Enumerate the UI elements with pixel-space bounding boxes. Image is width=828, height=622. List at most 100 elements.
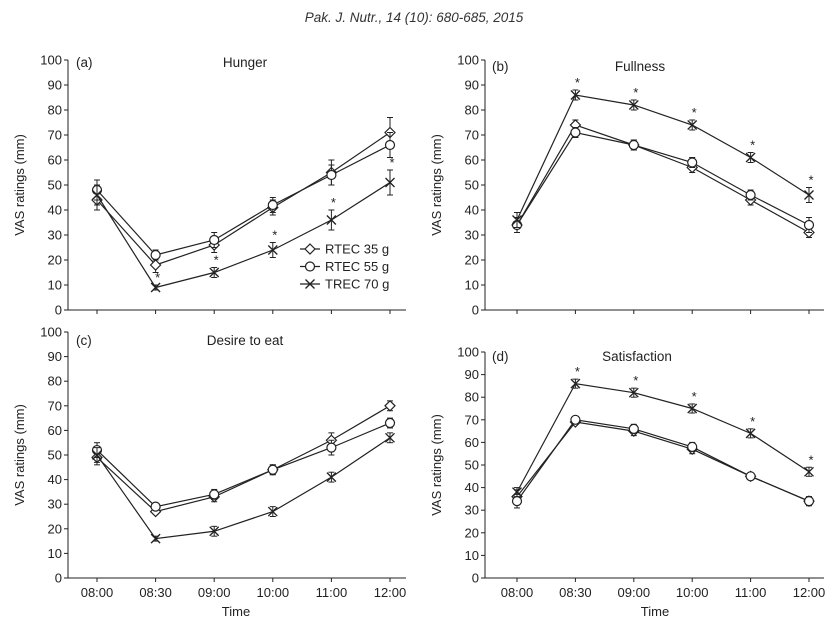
x-axis-label: Time bbox=[222, 604, 250, 619]
x-tick-label: 11:00 bbox=[735, 585, 767, 600]
data-point bbox=[803, 496, 815, 507]
panel-title: Satisfaction bbox=[602, 349, 672, 364]
y-tick-label: 0 bbox=[472, 303, 479, 318]
data-point bbox=[628, 387, 639, 398]
data-point bbox=[326, 215, 337, 225]
y-tick-label: 70 bbox=[48, 128, 62, 143]
y-tick-label: 80 bbox=[48, 103, 62, 118]
citation-header: Pak. J. Nutr., 14 (10): 680-685, 2015 bbox=[305, 10, 524, 25]
y-tick-label: 50 bbox=[465, 178, 479, 193]
y-tick-label: 90 bbox=[48, 349, 62, 364]
y-tick-label: 30 bbox=[48, 228, 62, 243]
series-line bbox=[516, 421, 810, 502]
series-x bbox=[512, 378, 814, 498]
series-circle bbox=[511, 127, 815, 233]
y-tick-label: 100 bbox=[457, 53, 479, 68]
data-point bbox=[804, 190, 814, 200]
data-point bbox=[267, 245, 278, 255]
significance-marker: * bbox=[214, 253, 219, 268]
data-point bbox=[384, 399, 396, 412]
legend-label: RTEC 55 g bbox=[325, 259, 389, 274]
series-diamond bbox=[511, 416, 815, 508]
data-point bbox=[745, 428, 756, 439]
significance-marker: * bbox=[808, 452, 813, 467]
y-tick-label: 10 bbox=[465, 278, 479, 293]
data-point bbox=[92, 190, 102, 200]
x-axis-label: Time bbox=[641, 604, 669, 619]
series-line bbox=[516, 131, 810, 226]
legend-label: TREC 70 g bbox=[325, 277, 389, 292]
x-tick-label: 09:00 bbox=[618, 585, 651, 600]
data-point bbox=[209, 526, 220, 537]
y-tick-label: 80 bbox=[48, 374, 62, 389]
data-point bbox=[745, 152, 756, 163]
significance-marker: * bbox=[692, 105, 697, 120]
data-point bbox=[149, 259, 162, 271]
x-tick-label: 11:00 bbox=[316, 585, 348, 600]
panel-title: Fullness bbox=[615, 59, 666, 74]
y-tick-label: 100 bbox=[40, 53, 62, 68]
y-axis-label: VAS ratings (mm) bbox=[429, 134, 444, 236]
data-point bbox=[209, 234, 220, 246]
data-point bbox=[570, 90, 581, 100]
y-tick-label: 80 bbox=[465, 390, 479, 405]
data-point bbox=[570, 127, 581, 138]
data-point bbox=[209, 267, 220, 278]
y-tick-label: 70 bbox=[48, 398, 62, 413]
y-tick-label: 100 bbox=[457, 345, 479, 360]
y-axis-label: VAS ratings (mm) bbox=[12, 404, 27, 506]
data-point bbox=[326, 472, 337, 483]
y-axis-label: VAS ratings (mm) bbox=[429, 414, 444, 516]
y-tick-label: 30 bbox=[48, 497, 62, 512]
series-line bbox=[96, 437, 391, 540]
significance-marker: * bbox=[692, 389, 697, 404]
data-point bbox=[150, 501, 161, 512]
x-tick-label: 08:30 bbox=[139, 585, 172, 600]
series-line bbox=[96, 181, 391, 289]
significance-marker: * bbox=[389, 155, 394, 170]
x-marker-stroke bbox=[745, 428, 756, 439]
panel-a: (a) Hunger VAS ratings (mm) 0 10 20 30 40 50 6… bbox=[12, 53, 406, 318]
data-point bbox=[745, 471, 756, 482]
series-line bbox=[96, 144, 391, 256]
x-tick-label: 08:00 bbox=[501, 585, 534, 600]
significance-marker: * bbox=[750, 414, 755, 429]
data-point bbox=[326, 169, 337, 181]
y-tick-label: 10 bbox=[465, 548, 479, 563]
x-marker-stroke bbox=[209, 526, 220, 537]
y-tick-label: 20 bbox=[465, 525, 479, 540]
x-marker-stroke bbox=[92, 450, 102, 460]
series-diamond bbox=[511, 119, 815, 239]
y-tick-label: 0 bbox=[55, 303, 62, 318]
y-tick-label: 60 bbox=[465, 435, 479, 450]
series-line bbox=[516, 419, 810, 502]
x-marker-stroke bbox=[628, 100, 639, 110]
y-tick-label: 30 bbox=[465, 228, 479, 243]
y-tick-label: 10 bbox=[48, 278, 62, 293]
data-point bbox=[511, 496, 523, 507]
data-point bbox=[512, 215, 522, 225]
legend-item: RTEC 35 g bbox=[300, 242, 389, 257]
x-tick-label: 08:30 bbox=[559, 585, 592, 600]
series-line bbox=[516, 124, 810, 234]
y-tick-label: 100 bbox=[40, 325, 62, 340]
y-tick-label: 60 bbox=[48, 153, 62, 168]
y-tick-label: 50 bbox=[465, 458, 479, 473]
series-x bbox=[92, 169, 395, 293]
y-tick-label: 30 bbox=[465, 503, 479, 518]
x-marker-stroke bbox=[687, 403, 698, 414]
data-point bbox=[628, 423, 639, 434]
significance-marker: * bbox=[155, 270, 160, 285]
x-marker-stroke bbox=[745, 152, 756, 163]
plot-area: 0 10 20 30 40 50 60 70 80 90 100 * * * * * bbox=[457, 53, 824, 318]
x-marker-stroke bbox=[326, 472, 337, 483]
x-marker-stroke bbox=[267, 506, 278, 517]
x-marker-stroke bbox=[570, 378, 581, 389]
x-marker-stroke bbox=[687, 120, 698, 130]
data-point bbox=[803, 219, 815, 231]
data-point bbox=[687, 157, 698, 168]
significance-marker: * bbox=[808, 173, 813, 188]
y-tick-label: 60 bbox=[465, 153, 479, 168]
data-point bbox=[267, 199, 278, 211]
